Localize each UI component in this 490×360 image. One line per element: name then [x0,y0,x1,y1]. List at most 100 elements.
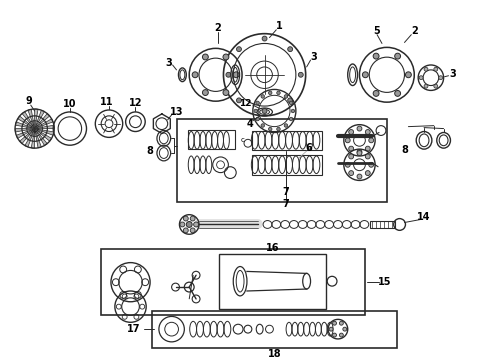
Circle shape [194,222,198,227]
Circle shape [369,138,374,143]
Wedge shape [22,112,35,129]
Circle shape [254,109,258,113]
Circle shape [434,84,438,88]
Text: 10: 10 [63,99,76,109]
Wedge shape [31,129,35,148]
Circle shape [366,171,370,176]
Circle shape [223,54,229,60]
Text: 12: 12 [239,99,251,108]
Circle shape [190,228,195,233]
Text: 2: 2 [411,26,417,36]
Text: 3: 3 [310,52,317,62]
Circle shape [262,108,267,113]
Wedge shape [35,129,47,145]
Circle shape [349,171,354,176]
Circle shape [237,98,242,103]
Text: 17: 17 [127,324,140,334]
Text: 14: 14 [417,212,431,222]
Text: 7: 7 [283,187,290,197]
Circle shape [394,90,400,96]
Wedge shape [35,125,54,129]
Text: 8: 8 [401,145,408,155]
Circle shape [366,154,370,159]
Circle shape [277,127,280,131]
Wedge shape [15,122,35,129]
Wedge shape [18,116,35,129]
Text: 6: 6 [305,143,312,153]
Circle shape [394,53,400,59]
Text: 16: 16 [266,243,279,253]
Text: 2: 2 [214,23,221,33]
Circle shape [192,72,198,78]
Circle shape [289,101,293,105]
Circle shape [261,124,265,127]
Wedge shape [25,129,35,147]
Wedge shape [35,129,51,141]
Circle shape [434,67,438,71]
Circle shape [419,76,423,80]
Circle shape [288,47,293,51]
Wedge shape [20,129,35,144]
Text: 1: 1 [276,21,283,31]
Bar [101,249,366,315]
Circle shape [357,150,362,154]
Circle shape [369,162,374,167]
Circle shape [340,321,343,325]
Circle shape [349,130,354,135]
Wedge shape [35,110,45,129]
Circle shape [288,98,293,103]
Circle shape [180,222,185,227]
Circle shape [357,174,362,179]
Wedge shape [15,129,35,132]
Circle shape [405,72,411,78]
Circle shape [284,95,288,98]
Wedge shape [35,109,38,129]
Wedge shape [35,129,41,148]
Circle shape [269,127,272,131]
Circle shape [345,138,350,143]
Circle shape [357,150,362,156]
Text: 5: 5 [374,26,380,36]
Bar [176,119,387,202]
Text: c: c [240,137,244,143]
Circle shape [284,124,288,127]
Text: 7: 7 [283,199,290,209]
Circle shape [373,90,379,96]
Circle shape [343,327,347,331]
Circle shape [186,221,192,228]
Circle shape [256,101,259,105]
Circle shape [269,91,272,95]
Circle shape [291,109,294,113]
Wedge shape [16,129,35,138]
Bar [252,155,322,175]
Circle shape [262,36,267,41]
Text: 18: 18 [268,348,281,359]
Circle shape [357,126,362,131]
Circle shape [424,84,428,88]
Circle shape [237,47,242,51]
Bar [252,131,322,150]
Circle shape [226,72,231,77]
Circle shape [349,146,354,151]
Circle shape [202,90,208,95]
Circle shape [298,72,303,77]
Circle shape [366,130,370,135]
Text: 12: 12 [129,98,142,108]
Circle shape [277,91,280,95]
Text: 13: 13 [170,107,183,117]
Circle shape [202,54,208,60]
Circle shape [183,216,188,221]
Bar [152,311,396,348]
Bar [219,254,326,309]
Circle shape [439,76,442,80]
Circle shape [333,321,337,325]
Wedge shape [35,114,49,129]
Wedge shape [28,109,35,129]
Text: 11: 11 [100,97,114,107]
Circle shape [349,154,354,159]
Text: 15: 15 [378,277,392,287]
Circle shape [183,228,188,233]
Circle shape [223,90,229,95]
Circle shape [329,327,333,331]
Circle shape [340,333,343,337]
